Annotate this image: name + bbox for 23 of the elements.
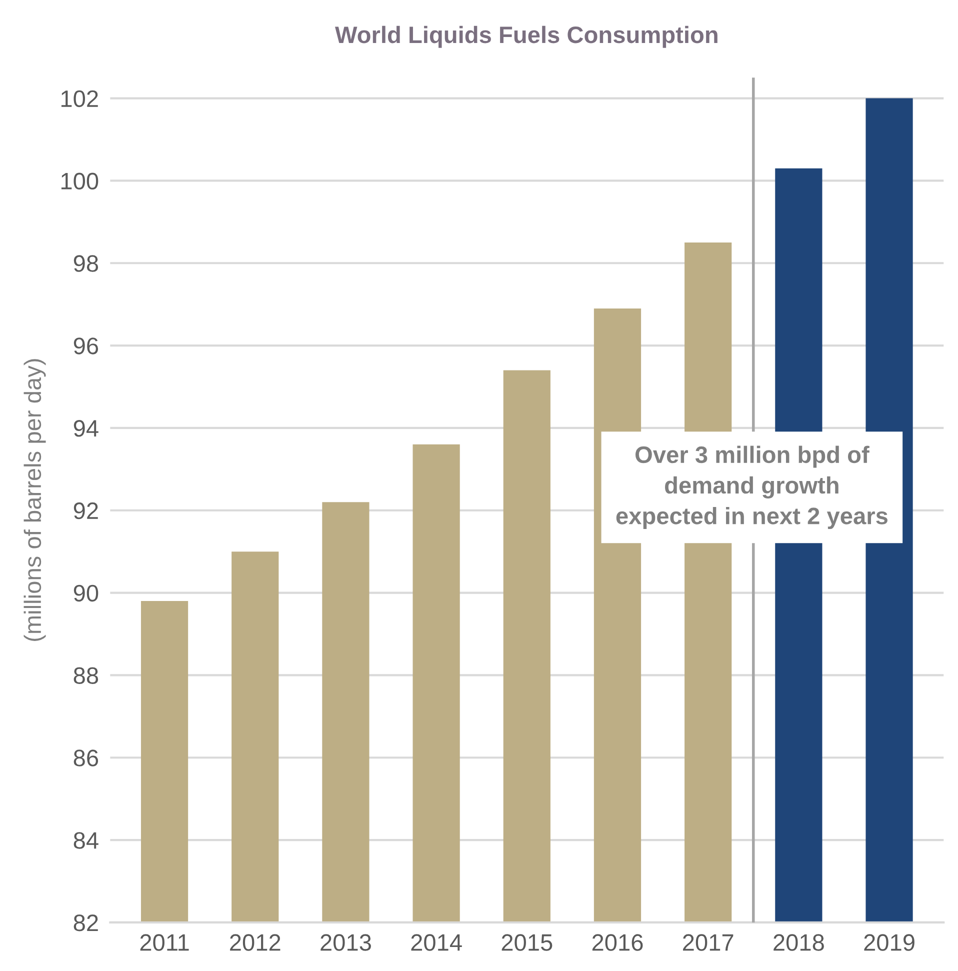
y-tick-label: 98 bbox=[74, 255, 98, 272]
y-tick-label: 86 bbox=[74, 750, 98, 766]
x-tick-label: 2017 bbox=[683, 934, 734, 951]
x-tick-label: 2016 bbox=[592, 934, 643, 951]
chart-title: World Liquids Fuels Consumption bbox=[334, 26, 718, 48]
annotation: Over 3 million bpd of demand growth expected in next 2 years bbox=[616, 446, 888, 530]
y-tick-label: 102 bbox=[61, 90, 98, 108]
y-tick-label: 82 bbox=[74, 914, 98, 932]
x-tick-label: 2015 bbox=[502, 934, 552, 951]
y-axis-title: (millions of barrels per day) bbox=[24, 359, 46, 641]
y-tick-label: 100 bbox=[61, 172, 98, 190]
y-tick-label: 88 bbox=[74, 667, 98, 684]
y-tick-label: 90 bbox=[74, 584, 98, 602]
y-tick-label: 94 bbox=[74, 420, 98, 437]
x-tick-label: 2019 bbox=[864, 934, 914, 951]
y-tick-label: 96 bbox=[74, 338, 98, 354]
x-tick-label: 2013 bbox=[320, 934, 371, 951]
x-tick-label: 2018 bbox=[774, 934, 824, 951]
x-tick-label: 2014 bbox=[411, 934, 462, 951]
y-tick-label: 92 bbox=[74, 502, 98, 520]
x-tick-label: 2012 bbox=[230, 934, 280, 951]
y-tick-label: 84 bbox=[74, 832, 98, 849]
x-tick-label: 2011 bbox=[140, 934, 189, 951]
